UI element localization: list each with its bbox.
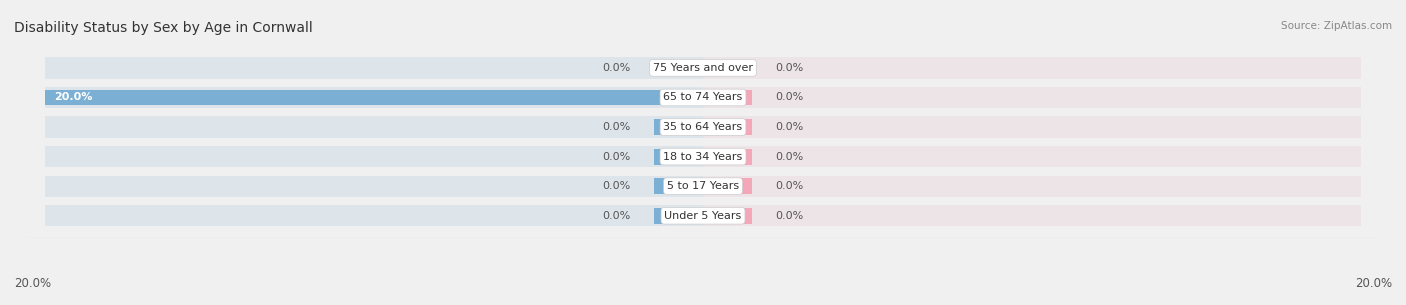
Bar xyxy=(654,208,703,224)
Bar xyxy=(703,208,752,224)
Text: 20.0%: 20.0% xyxy=(1355,277,1392,290)
Text: 5 to 17 Years: 5 to 17 Years xyxy=(666,181,740,191)
Bar xyxy=(703,178,752,194)
Text: 0.0%: 0.0% xyxy=(602,152,630,162)
Text: Source: ZipAtlas.com: Source: ZipAtlas.com xyxy=(1281,21,1392,31)
Bar xyxy=(703,146,1361,167)
Text: Under 5 Years: Under 5 Years xyxy=(665,211,741,221)
Text: 0.0%: 0.0% xyxy=(602,211,630,221)
Bar xyxy=(45,205,703,226)
Bar xyxy=(703,60,752,76)
Text: 35 to 64 Years: 35 to 64 Years xyxy=(664,122,742,132)
Text: 0.0%: 0.0% xyxy=(776,181,804,191)
Bar xyxy=(45,87,703,108)
Bar xyxy=(654,178,703,194)
Bar xyxy=(45,89,703,106)
Text: 20.0%: 20.0% xyxy=(55,92,93,102)
Bar xyxy=(703,87,1361,108)
Bar xyxy=(703,89,752,106)
Bar xyxy=(703,119,752,135)
Text: 0.0%: 0.0% xyxy=(776,152,804,162)
Bar xyxy=(654,60,703,76)
Text: 0.0%: 0.0% xyxy=(776,122,804,132)
Text: 0.0%: 0.0% xyxy=(776,211,804,221)
Bar xyxy=(703,117,1361,138)
Bar xyxy=(703,149,752,165)
Text: 20.0%: 20.0% xyxy=(14,277,51,290)
Bar xyxy=(703,205,1361,226)
Text: 0.0%: 0.0% xyxy=(602,122,630,132)
Text: Disability Status by Sex by Age in Cornwall: Disability Status by Sex by Age in Cornw… xyxy=(14,21,312,35)
Text: 0.0%: 0.0% xyxy=(776,92,804,102)
Bar xyxy=(45,57,703,79)
Bar xyxy=(654,149,703,165)
Bar xyxy=(45,175,703,197)
Text: 18 to 34 Years: 18 to 34 Years xyxy=(664,152,742,162)
Bar xyxy=(654,119,703,135)
Bar xyxy=(703,175,1361,197)
Text: 0.0%: 0.0% xyxy=(776,63,804,73)
Bar xyxy=(703,57,1361,79)
Text: 0.0%: 0.0% xyxy=(602,63,630,73)
Text: 0.0%: 0.0% xyxy=(602,181,630,191)
Text: 65 to 74 Years: 65 to 74 Years xyxy=(664,92,742,102)
Text: 75 Years and over: 75 Years and over xyxy=(652,63,754,73)
Bar xyxy=(45,117,703,138)
Bar xyxy=(45,146,703,167)
